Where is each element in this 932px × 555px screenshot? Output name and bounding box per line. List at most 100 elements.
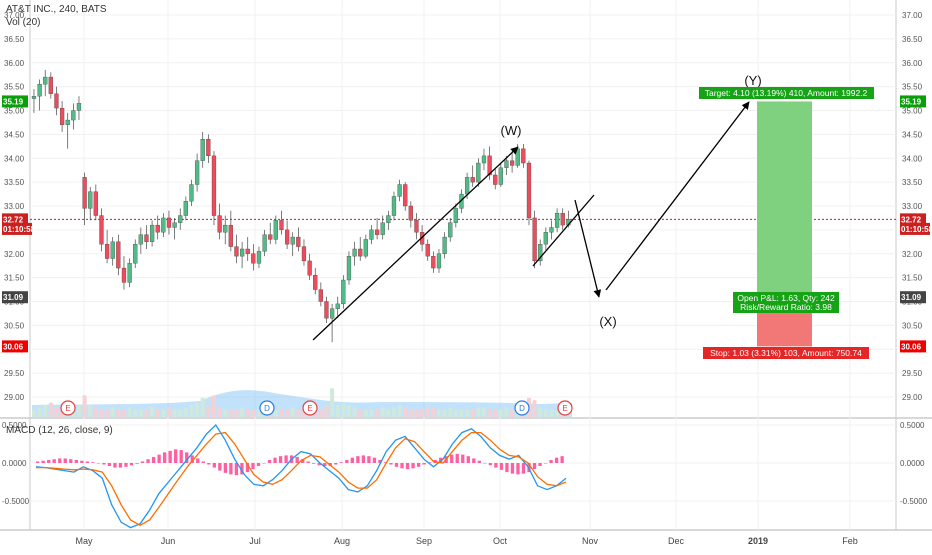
macd-line <box>35 423 567 529</box>
macd-histogram-bar <box>162 452 167 463</box>
volume-bar <box>48 402 53 417</box>
candle-body <box>476 162 481 183</box>
volume-bar <box>161 409 166 417</box>
macd-histogram-bar <box>339 462 343 463</box>
candle-body <box>301 246 307 262</box>
macd-histogram-bar <box>278 456 283 463</box>
macd-histogram-bar <box>494 463 498 468</box>
price-tag-right-text: 30.06 <box>901 342 922 351</box>
candle-body <box>284 229 290 245</box>
volume-bar <box>493 409 498 417</box>
volume-bar <box>498 409 503 417</box>
volume-bar <box>82 395 87 417</box>
volume-bar <box>105 409 110 417</box>
volume-bar <box>200 397 205 417</box>
volume-bar <box>358 409 363 417</box>
price-tick-left: 32.00 <box>4 250 25 259</box>
wave-x-arrow <box>574 199 602 298</box>
target-text: Target: 4.10 (13.19%) 410, Amount: 1992.… <box>705 88 868 98</box>
volume-bar <box>155 409 160 417</box>
price-tag-right <box>900 213 926 226</box>
candle-body <box>386 215 391 223</box>
candle-body <box>31 96 37 99</box>
macd-histogram-bar <box>267 459 272 463</box>
candle-body <box>194 160 200 185</box>
volume-bar <box>465 409 470 417</box>
time-tick: Sep <box>416 536 432 546</box>
volume-bar <box>532 400 537 417</box>
pnl-text: Open P&L: 1.63, Qty: 242 <box>737 293 835 303</box>
volume-bar <box>392 407 396 417</box>
volume-bar <box>487 409 492 417</box>
macd-tick-right: 0.5000 <box>900 421 925 430</box>
macd-histogram-bar <box>554 457 559 463</box>
macd-histogram-bar <box>477 460 481 463</box>
volume-bar <box>476 407 481 417</box>
volume-legend: Vol (20) <box>6 17 41 28</box>
macd-histogram-bar <box>499 463 504 470</box>
candle-body <box>290 236 295 245</box>
candle-body <box>554 213 560 228</box>
candle-body <box>65 119 70 125</box>
volume-bar <box>116 409 121 417</box>
wave-w-label: (W) <box>501 123 522 138</box>
wave-y-arrow <box>605 101 750 291</box>
macd-histogram-bar <box>416 463 421 467</box>
price-tick-right: 37.00 <box>902 11 923 20</box>
event-marker <box>514 400 530 416</box>
candle-body <box>121 267 127 283</box>
volume-bar <box>212 395 216 417</box>
wave-w-arrow <box>312 146 519 341</box>
volume-bar <box>206 405 211 417</box>
candle-body <box>127 263 132 283</box>
volume-bar <box>386 409 391 417</box>
macd-histogram-bar <box>212 463 216 468</box>
candle-body <box>391 196 397 216</box>
event-marker <box>557 400 573 416</box>
time-tick: Nov <box>582 536 599 546</box>
candle-body <box>268 234 273 240</box>
macd-histogram-bar <box>140 461 145 463</box>
candle-body <box>149 224 155 242</box>
macd-histogram-bar <box>455 453 459 463</box>
candle-body <box>37 84 42 97</box>
macd-histogram-bar <box>256 463 261 467</box>
volume-bar <box>437 409 441 417</box>
volume-bar <box>414 409 419 417</box>
price-tag-right <box>900 291 926 304</box>
macd-histogram-bar <box>427 462 432 463</box>
macd-histogram-bar <box>389 463 393 465</box>
price-tag-left <box>2 95 28 108</box>
candle-body <box>470 177 475 183</box>
macd-histogram-bar <box>41 460 45 463</box>
price-tick-left: 29.50 <box>4 369 25 378</box>
event-marker-label: D <box>519 404 525 413</box>
price-tick-right: 35.50 <box>902 83 923 92</box>
time-tick: Dec <box>668 536 685 546</box>
macd-tick-right: -0.5000 <box>900 497 928 506</box>
candle-body <box>217 215 222 233</box>
candle-body <box>560 213 565 226</box>
volume-bar <box>375 409 380 417</box>
candle-body <box>138 234 143 245</box>
time-tick: Jul <box>249 536 261 546</box>
event-marker-label: E <box>307 404 312 413</box>
candle-body <box>358 248 363 257</box>
event-marker <box>259 400 275 416</box>
price-tag-right-text: 01:10:58 <box>901 225 932 234</box>
volume-bar <box>324 405 329 417</box>
volume-bar <box>88 405 93 417</box>
volume-bar <box>341 402 346 417</box>
volume-bar <box>240 407 245 417</box>
macd-tick-right: 0.0000 <box>900 459 925 468</box>
grid <box>0 0 932 531</box>
candle-body <box>161 217 166 233</box>
candle-body <box>380 222 385 235</box>
candle-body <box>296 236 301 247</box>
candlestick-series <box>31 69 571 343</box>
volume-bar <box>318 409 323 417</box>
volume-bar <box>442 409 447 417</box>
candle-body <box>223 224 228 233</box>
